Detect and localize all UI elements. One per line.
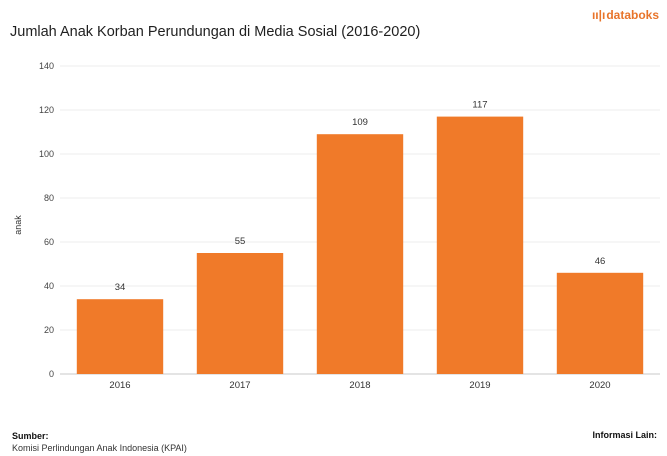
x-tick-label: 2018 <box>349 380 370 391</box>
y-tick-label: 100 <box>39 149 54 159</box>
bar-2017[interactable] <box>197 253 283 374</box>
data-label: 55 <box>235 236 246 247</box>
y-axis-label: anak <box>13 215 23 235</box>
data-label: 109 <box>352 117 368 128</box>
info-label[interactable]: Informasi Lain: <box>592 430 657 440</box>
x-tick-label: 2016 <box>109 380 130 391</box>
source-block: Sumber: Komisi Perlindungan Anak Indones… <box>12 430 187 454</box>
bar-2019[interactable] <box>437 117 523 374</box>
x-tick-label: 2020 <box>589 380 610 391</box>
bar-2016[interactable] <box>77 299 163 374</box>
y-tick-label: 60 <box>44 237 54 247</box>
data-label: 117 <box>472 100 487 111</box>
source-label: Sumber: <box>12 430 187 442</box>
data-label: 34 <box>115 282 126 293</box>
y-tick-label: 80 <box>44 193 54 203</box>
y-tick-label: 0 <box>49 369 54 379</box>
bar-2018[interactable] <box>317 134 403 374</box>
y-tick-label: 40 <box>44 281 54 291</box>
x-tick-label: 2019 <box>469 380 490 391</box>
y-tick-label: 20 <box>44 325 54 335</box>
data-label: 46 <box>595 256 606 267</box>
source-text: Komisi Perlindungan Anak Indonesia (KPAI… <box>12 442 187 454</box>
bar-2020[interactable] <box>557 273 643 374</box>
y-tick-label: 120 <box>39 105 54 115</box>
x-tick-label: 2017 <box>229 380 250 391</box>
y-tick-label: 140 <box>39 61 54 71</box>
